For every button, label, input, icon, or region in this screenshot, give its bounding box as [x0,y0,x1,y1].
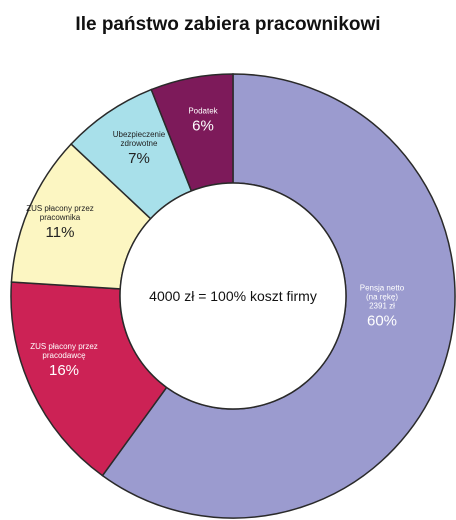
slice-label-2-line-1: pracownika [40,213,81,222]
slice-label-1-line-0: ZUS płacony przez [30,342,98,351]
slice-label-4-line-0: Podatek [188,107,218,116]
slice-label-2-line-0: ZUS płacony przez [26,204,94,213]
slice-label-1-line-1: pracodawcę [42,351,86,360]
donut-hole [119,182,347,410]
slice-pct-1: 16% [49,362,79,379]
slice-pct-3: 7% [128,150,150,167]
slice-pct-4: 6% [192,118,214,135]
slice-pct-2: 11% [46,224,75,241]
slice-label-0-line-1: (na rękę) [366,293,398,302]
center-label: 4000 zł = 100% koszt firmy [149,288,317,304]
slice-label-0-line-2: 2391 zł [369,302,395,311]
slices-group [10,73,456,519]
slice-label-3-line-0: Ubezpieczenie [113,130,166,139]
labels-group: Pensja netto(na rękę)2391 zł 60% ZUS płaco… [26,107,405,380]
slice-pct-0: 60% [367,313,397,330]
slice-label-3-line-1: zdrowotne [121,139,158,148]
slice-label-0-line-0: Pensja netto [360,284,405,293]
chart-title: Ile państwo zabiera pracownikowi [75,14,381,35]
